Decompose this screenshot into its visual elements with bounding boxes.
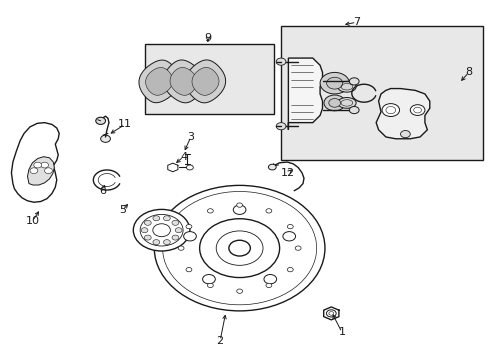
Text: 7: 7 [352, 17, 360, 27]
Circle shape [202, 275, 215, 284]
Ellipse shape [337, 98, 355, 108]
Bar [281, 26, 483, 160]
Polygon shape [170, 67, 197, 95]
Polygon shape [192, 67, 219, 95]
Circle shape [199, 219, 279, 278]
Circle shape [276, 58, 285, 65]
Circle shape [172, 220, 179, 225]
Circle shape [236, 289, 242, 293]
Circle shape [185, 225, 191, 229]
Circle shape [381, 104, 399, 117]
Circle shape [328, 99, 340, 107]
Text: 4: 4 [180, 152, 187, 162]
Circle shape [101, 135, 110, 142]
Ellipse shape [337, 81, 355, 92]
Text: 12: 12 [281, 168, 295, 178]
Circle shape [295, 246, 301, 250]
Circle shape [30, 168, 38, 174]
Circle shape [324, 95, 345, 111]
Circle shape [265, 209, 271, 213]
Text: 2: 2 [216, 336, 223, 346]
Circle shape [348, 78, 358, 85]
Circle shape [409, 105, 424, 116]
Circle shape [287, 225, 293, 229]
Bar [144, 44, 273, 114]
Circle shape [348, 107, 358, 114]
Polygon shape [185, 60, 225, 103]
Polygon shape [27, 157, 54, 185]
Circle shape [154, 185, 325, 311]
Circle shape [236, 203, 242, 207]
Circle shape [44, 168, 52, 174]
Text: 3: 3 [187, 132, 194, 142]
Circle shape [228, 240, 250, 256]
Text: 9: 9 [204, 33, 211, 43]
Text: 11: 11 [118, 120, 132, 129]
Circle shape [144, 220, 151, 225]
Polygon shape [375, 89, 429, 139]
Circle shape [186, 165, 193, 170]
Circle shape [144, 235, 151, 240]
Circle shape [141, 228, 148, 233]
Circle shape [172, 235, 179, 240]
Circle shape [216, 231, 263, 265]
Circle shape [175, 228, 182, 233]
Circle shape [207, 209, 213, 213]
Circle shape [326, 310, 335, 317]
Circle shape [133, 210, 189, 251]
Polygon shape [163, 60, 203, 103]
Circle shape [183, 231, 196, 241]
Circle shape [163, 216, 170, 221]
Circle shape [326, 77, 342, 89]
Circle shape [400, 131, 409, 138]
Circle shape [268, 164, 276, 170]
Circle shape [264, 275, 276, 284]
Circle shape [283, 231, 295, 241]
Circle shape [287, 267, 293, 272]
Text: 1: 1 [338, 327, 345, 337]
Circle shape [233, 205, 245, 215]
Text: 5: 5 [119, 206, 126, 216]
Circle shape [207, 283, 213, 288]
Circle shape [153, 216, 160, 221]
Text: 10: 10 [25, 216, 40, 226]
Polygon shape [145, 67, 172, 95]
Circle shape [265, 283, 271, 288]
Circle shape [178, 246, 183, 250]
Circle shape [276, 123, 285, 130]
Circle shape [96, 117, 105, 125]
Circle shape [320, 72, 348, 94]
Text: 6: 6 [100, 186, 106, 196]
Polygon shape [139, 60, 179, 103]
Polygon shape [288, 58, 322, 130]
Text: 8: 8 [464, 67, 471, 77]
Circle shape [162, 192, 316, 305]
Circle shape [34, 162, 41, 168]
Circle shape [163, 240, 170, 245]
Circle shape [153, 240, 160, 245]
Polygon shape [11, 123, 59, 202]
Circle shape [41, 162, 48, 168]
Circle shape [185, 267, 191, 272]
